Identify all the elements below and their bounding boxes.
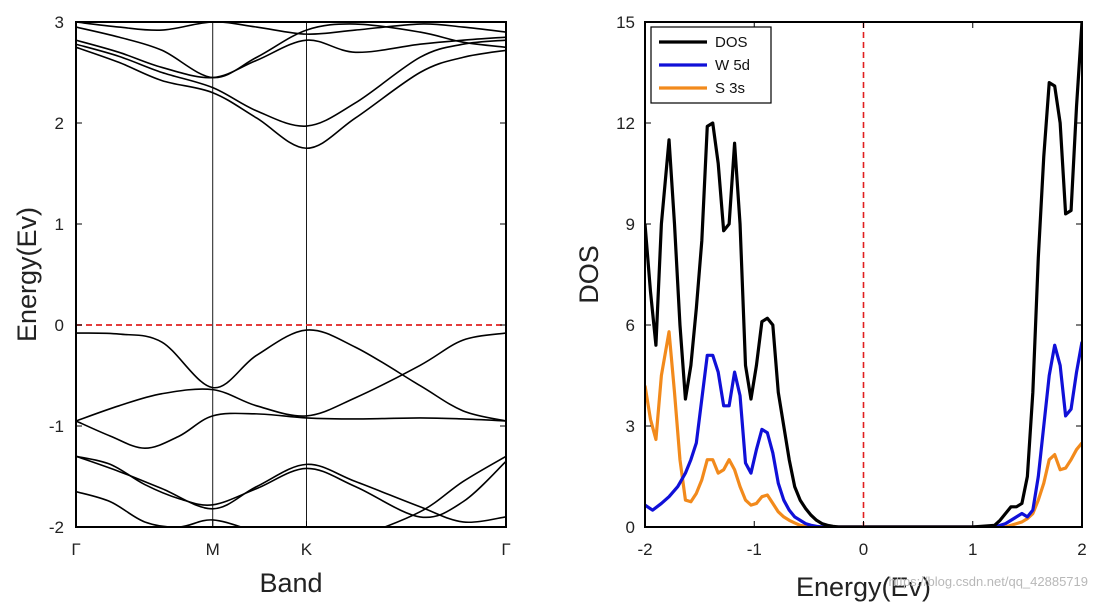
band-y-tick-label: 2 (55, 114, 64, 133)
dos-y-tick-label: 0 (626, 518, 635, 537)
band-line-conduction-5 (76, 22, 506, 35)
band-line-valence-4 (76, 455, 506, 524)
band-line-valence-2 (76, 332, 506, 422)
band-line-valence-5 (76, 455, 506, 519)
dos-y-axis-label: DOS (574, 245, 604, 304)
band-y-tick-label: 0 (55, 316, 64, 335)
dos-y-tick-label: 6 (626, 316, 635, 335)
dos-y-tick-label: 9 (626, 215, 635, 234)
legend-label: W 5d (715, 57, 750, 74)
band-structure-plot: -2 -1 0 1 2 3 Γ M K Γ Band Energy(Ev) (12, 13, 511, 598)
band-line-conduction-3 (76, 36, 506, 79)
band-line-conduction-1 (76, 46, 506, 150)
legend-label: DOS (715, 34, 748, 51)
band-line-conduction-2 (76, 39, 506, 127)
band-line-conduction-4 (76, 23, 506, 79)
dos-legend: DOS W 5d S 3s (650, 26, 772, 104)
band-y-tick-label: -1 (49, 417, 64, 436)
dos-series-dos (645, 22, 1082, 527)
band-x-tick-label: M (206, 540, 220, 559)
band-y-axis-label: Energy(Ev) (12, 207, 42, 342)
band-x-tick-label: Γ (501, 540, 510, 559)
dos-x-tick-label: -1 (747, 540, 762, 559)
band-y-tick-label: -2 (49, 518, 64, 537)
legend-label: S 3s (715, 80, 745, 97)
dos-x-tick-label: 0 (859, 540, 868, 559)
band-line-valence-1 (76, 329, 506, 422)
dos-y-tick-label: 12 (616, 114, 635, 133)
band-y-tick-label: 1 (55, 215, 64, 234)
dos-x-tick-label: 2 (1077, 540, 1086, 559)
watermark-text: https://blog.csdn.net/qq_42885719 (889, 574, 1089, 589)
dos-x-axis-label: Energy(Ev) (796, 572, 931, 602)
band-line-valence-6 (76, 455, 506, 527)
dos-y-tick-label: 3 (626, 417, 635, 436)
band-y-tick-label: 3 (55, 13, 64, 32)
band-line-valence-3 (76, 412, 506, 450)
band-x-tick-label: K (301, 540, 313, 559)
band-x-axis-label: Band (259, 568, 322, 598)
dos-x-tick-label: 1 (968, 540, 977, 559)
dos-y-tick-label: 15 (616, 13, 635, 32)
dos-series-w-5d (645, 341, 1082, 527)
band-x-tick-label: Γ (71, 540, 80, 559)
band-plot-frame (75, 21, 507, 528)
dos-x-tick-label: -2 (637, 540, 652, 559)
dos-series-s-3s (645, 330, 1082, 527)
